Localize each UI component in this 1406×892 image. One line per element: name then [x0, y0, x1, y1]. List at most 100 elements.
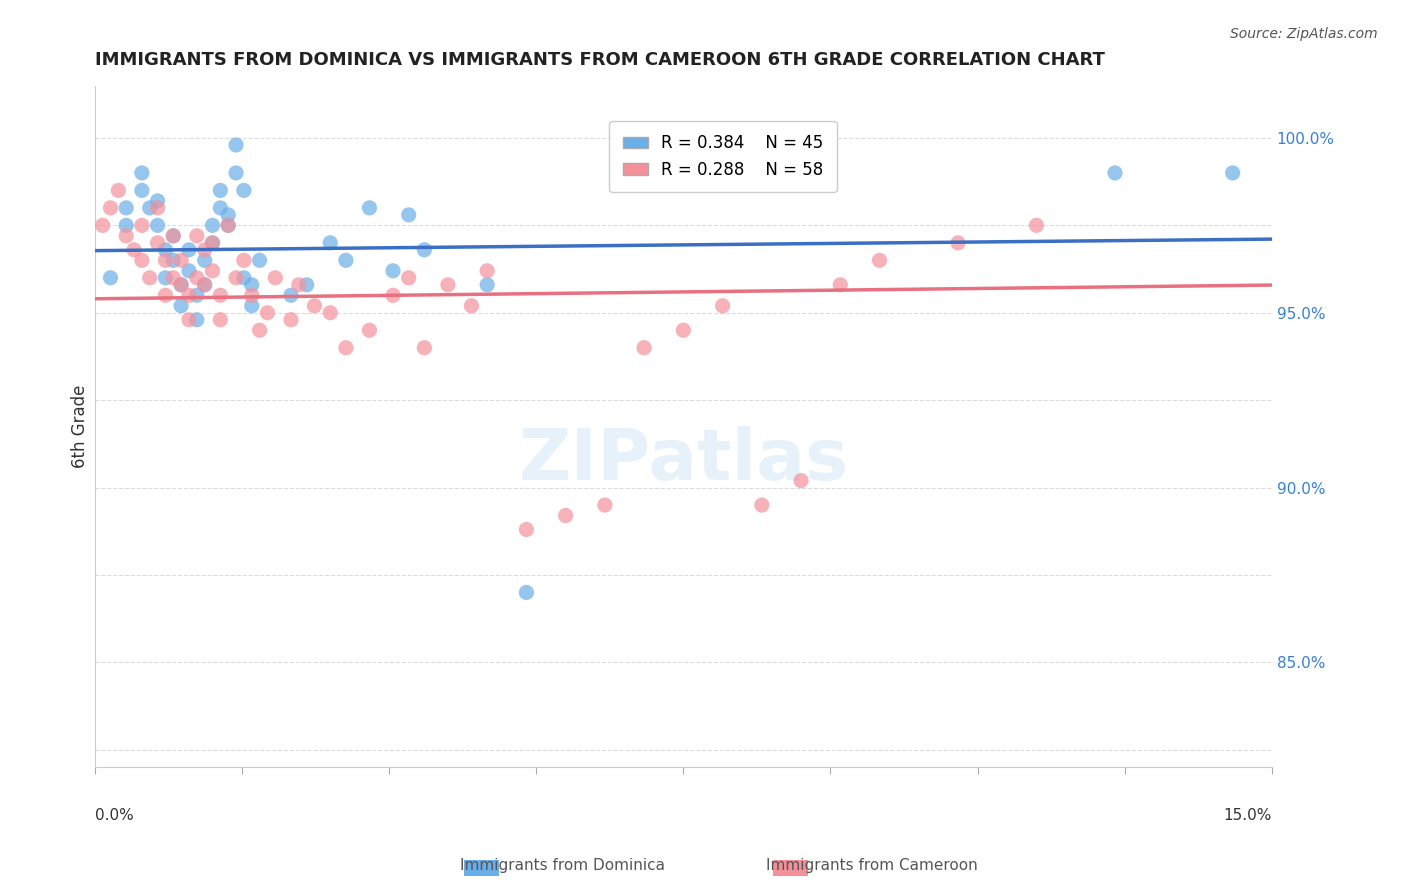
- Point: [201, 235, 224, 250]
- Point: [186, 270, 208, 285]
- Point: [155, 270, 177, 285]
- Point: [240, 277, 263, 292]
- Point: [194, 277, 217, 292]
- Point: [249, 323, 271, 337]
- Point: [359, 323, 381, 337]
- Point: [177, 243, 200, 257]
- Point: [515, 523, 537, 537]
- Point: [319, 235, 342, 250]
- Point: [382, 264, 405, 278]
- Point: [155, 288, 177, 302]
- Point: [398, 208, 420, 222]
- Point: [711, 299, 734, 313]
- Point: [398, 270, 420, 285]
- Point: [194, 277, 217, 292]
- Point: [672, 323, 695, 337]
- Point: [869, 253, 891, 268]
- Point: [131, 219, 153, 233]
- Point: [1104, 166, 1126, 180]
- Point: [633, 341, 655, 355]
- Point: [100, 270, 122, 285]
- Point: [138, 201, 160, 215]
- Point: [1025, 219, 1047, 233]
- Point: [830, 277, 852, 292]
- Point: [100, 201, 122, 215]
- Point: [437, 277, 460, 292]
- Text: IMMIGRANTS FROM DOMINICA VS IMMIGRANTS FROM CAMEROON 6TH GRADE CORRELATION CHART: IMMIGRANTS FROM DOMINICA VS IMMIGRANTS F…: [94, 51, 1105, 69]
- Point: [122, 243, 145, 257]
- Point: [162, 253, 184, 268]
- Text: 0.0%: 0.0%: [94, 808, 134, 823]
- Point: [232, 253, 254, 268]
- Point: [155, 243, 177, 257]
- Text: 15.0%: 15.0%: [1223, 808, 1272, 823]
- Point: [217, 219, 239, 233]
- Text: ZIPatlas: ZIPatlas: [519, 426, 848, 495]
- Point: [131, 183, 153, 197]
- Point: [790, 474, 813, 488]
- Text: Immigrants from Cameroon: Immigrants from Cameroon: [766, 858, 977, 872]
- Point: [413, 243, 436, 257]
- Point: [177, 288, 200, 302]
- Point: [162, 270, 184, 285]
- Point: [131, 166, 153, 180]
- Point: [209, 288, 232, 302]
- Point: [170, 277, 193, 292]
- Point: [554, 508, 576, 523]
- Point: [186, 312, 208, 326]
- Point: [115, 219, 138, 233]
- Point: [177, 312, 200, 326]
- Point: [115, 228, 138, 243]
- Point: [460, 299, 482, 313]
- Point: [194, 243, 217, 257]
- Point: [240, 299, 263, 313]
- Point: [295, 277, 318, 292]
- Point: [240, 288, 263, 302]
- Point: [162, 228, 184, 243]
- Point: [217, 208, 239, 222]
- Point: [146, 235, 169, 250]
- Point: [280, 312, 302, 326]
- Point: [162, 228, 184, 243]
- Point: [209, 312, 232, 326]
- Point: [186, 228, 208, 243]
- Point: [335, 253, 357, 268]
- Point: [186, 288, 208, 302]
- Point: [413, 341, 436, 355]
- Point: [256, 306, 278, 320]
- Point: [515, 585, 537, 599]
- Point: [146, 201, 169, 215]
- Point: [280, 288, 302, 302]
- Point: [382, 288, 405, 302]
- Point: [225, 137, 247, 152]
- Point: [288, 277, 311, 292]
- Text: Source: ZipAtlas.com: Source: ZipAtlas.com: [1230, 27, 1378, 41]
- Point: [946, 235, 969, 250]
- Point: [170, 253, 193, 268]
- Point: [138, 270, 160, 285]
- Point: [249, 253, 271, 268]
- Point: [232, 270, 254, 285]
- Point: [1222, 166, 1244, 180]
- Point: [225, 166, 247, 180]
- Point: [146, 219, 169, 233]
- Point: [209, 201, 232, 215]
- Point: [131, 253, 153, 268]
- Point: [115, 201, 138, 215]
- Point: [475, 264, 498, 278]
- Point: [751, 498, 773, 512]
- Point: [155, 253, 177, 268]
- Point: [177, 264, 200, 278]
- Point: [107, 183, 129, 197]
- Point: [593, 498, 616, 512]
- Point: [225, 270, 247, 285]
- Point: [475, 277, 498, 292]
- Point: [194, 253, 217, 268]
- Point: [304, 299, 326, 313]
- Point: [170, 299, 193, 313]
- Text: Immigrants from Dominica: Immigrants from Dominica: [460, 858, 665, 872]
- Point: [232, 183, 254, 197]
- Point: [91, 219, 114, 233]
- Point: [209, 183, 232, 197]
- Y-axis label: 6th Grade: 6th Grade: [72, 384, 89, 468]
